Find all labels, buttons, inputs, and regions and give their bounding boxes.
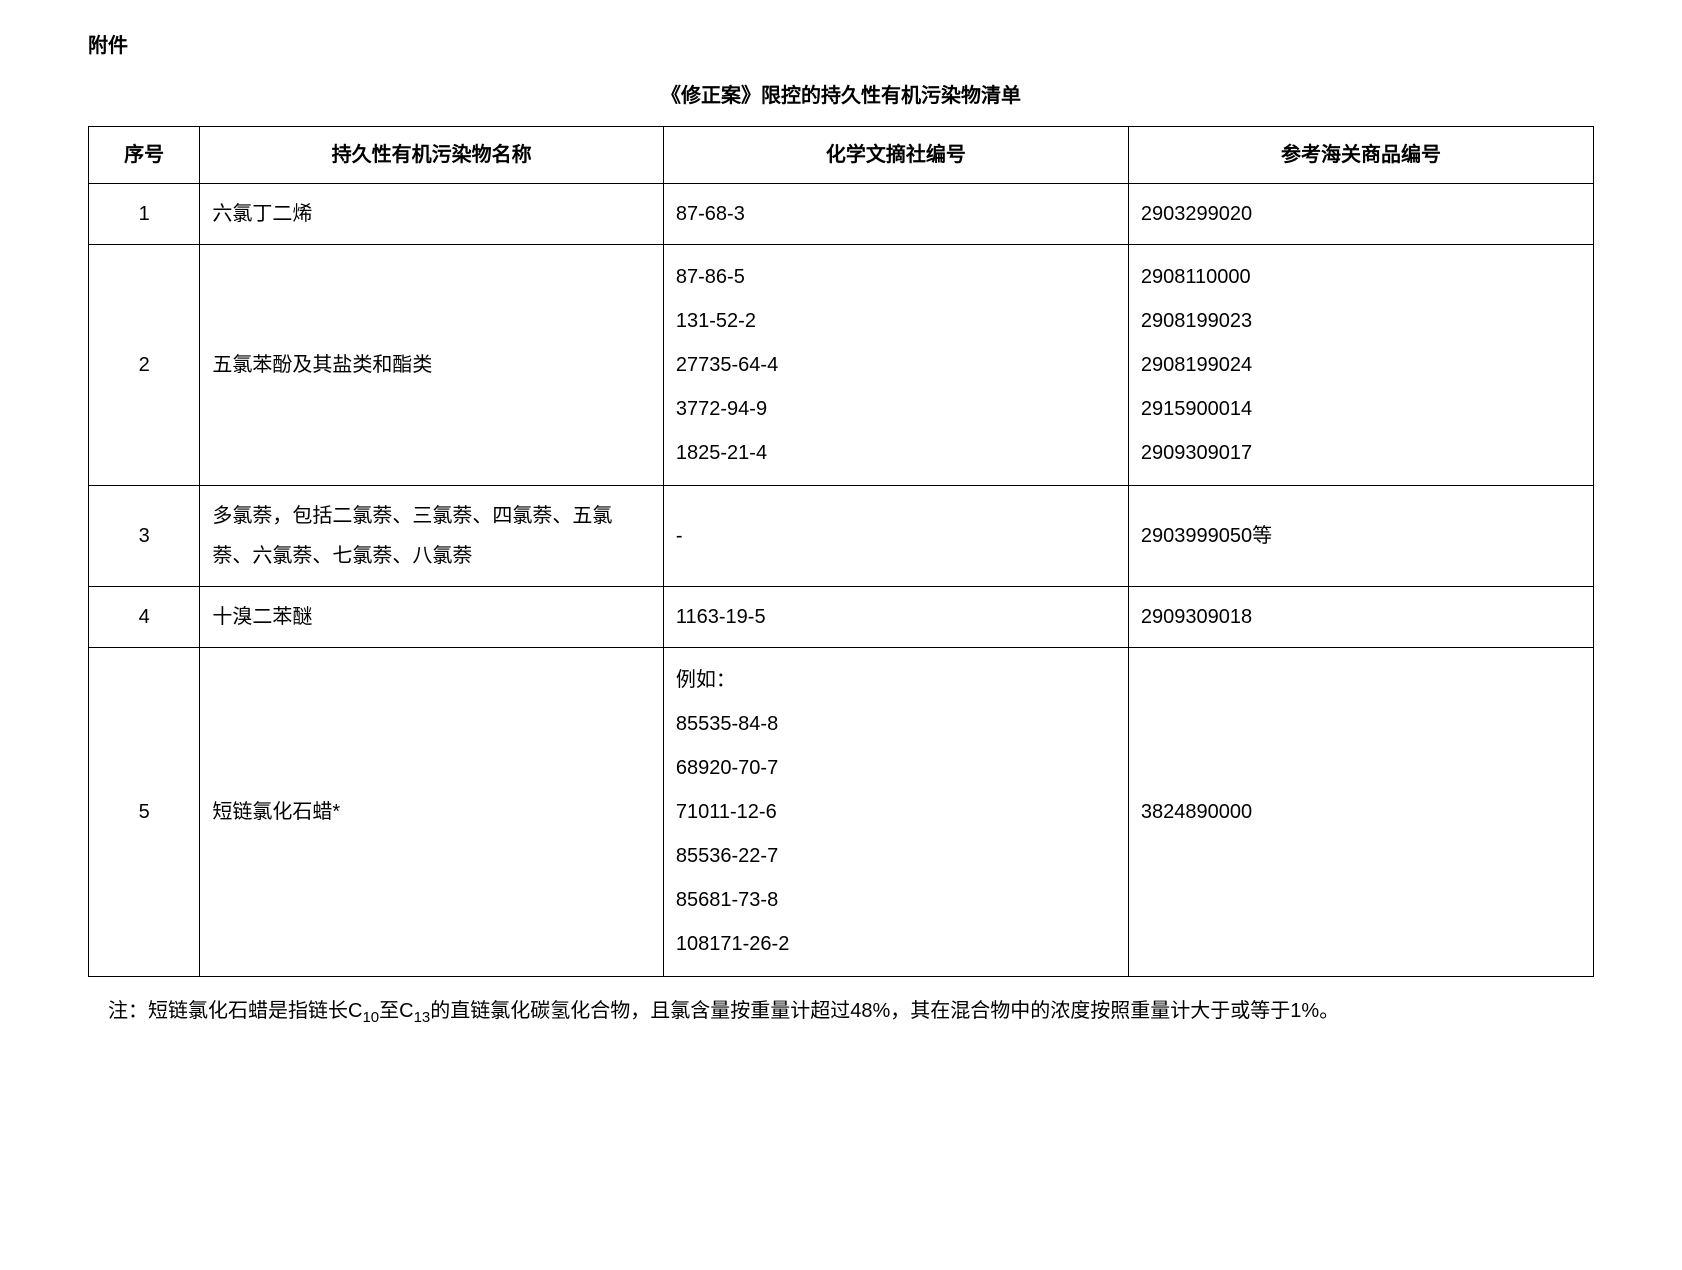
attachment-label: 附件 <box>88 30 1594 62</box>
hs-value: 2903999050等 <box>1141 520 1581 552</box>
footnote-sub2: 13 <box>414 1009 431 1026</box>
cell-cas: 87-86-5131-52-227735-64-43772-94-91825-2… <box>663 245 1128 486</box>
hs-value: 3824890000 <box>1141 796 1581 828</box>
cas-value: 108171-26-2 <box>676 922 1116 966</box>
cell-name: 十溴二苯醚 <box>200 587 664 648</box>
cas-value: 87-86-5 <box>676 255 1116 299</box>
cas-value: 85536-22-7 <box>676 834 1116 878</box>
cell-index: 5 <box>89 648 200 977</box>
cell-name: 六氯丁二烯 <box>200 184 664 245</box>
cas-value: 1825-21-4 <box>676 431 1116 475</box>
cas-value: 例如： <box>676 658 1116 702</box>
footnote-mid1: 至C <box>379 1000 413 1022</box>
table-row: 3多氯萘，包括二氯萘、三氯萘、四氯萘、五氯萘、六氯萘、七氯萘、八氯萘-29039… <box>89 486 1594 587</box>
col-header-index: 序号 <box>89 127 200 184</box>
cas-value: 68920-70-7 <box>676 746 1116 790</box>
col-header-hs: 参考海关商品编号 <box>1128 127 1593 184</box>
cell-hs: 2903299020 <box>1128 184 1593 245</box>
cell-hs: 2908110000290819902329081990242915900014… <box>1128 245 1593 486</box>
cell-cas: 87-68-3 <box>663 184 1128 245</box>
footnote-sub1: 10 <box>362 1009 379 1026</box>
cas-value: 1163-19-5 <box>676 601 1116 633</box>
table-header-row: 序号 持久性有机污染物名称 化学文摘社编号 参考海关商品编号 <box>89 127 1594 184</box>
cell-hs: 3824890000 <box>1128 648 1593 977</box>
cas-value: 3772-94-9 <box>676 387 1116 431</box>
hs-value: 2908199024 <box>1141 343 1581 387</box>
hs-value: 2909309017 <box>1141 431 1581 475</box>
cas-value: 131-52-2 <box>676 299 1116 343</box>
footnote-prefix: 注：短链氯化石蜡是指链长C <box>108 1000 362 1022</box>
cell-index: 2 <box>89 245 200 486</box>
cell-hs: 2903999050等 <box>1128 486 1593 587</box>
cas-value: 71011-12-6 <box>676 790 1116 834</box>
hs-value: 2908199023 <box>1141 299 1581 343</box>
cell-index: 3 <box>89 486 200 587</box>
footnote-suffix: 的直链氯化碳氢化合物，且氯含量按重量计超过48%，其在混合物中的浓度按照重量计大… <box>430 1000 1339 1022</box>
col-header-name: 持久性有机污染物名称 <box>200 127 664 184</box>
cas-value: - <box>676 520 1116 552</box>
footnote: 注：短链氯化石蜡是指链长C10至C13的直链氯化碳氢化合物，且氯含量按重量计超过… <box>88 989 1594 1034</box>
document-title: 《修正案》限控的持久性有机污染物清单 <box>88 80 1594 112</box>
cell-name: 多氯萘，包括二氯萘、三氯萘、四氯萘、五氯萘、六氯萘、七氯萘、八氯萘 <box>200 486 664 587</box>
table-row: 2五氯苯酚及其盐类和酯类87-86-5131-52-227735-64-4377… <box>89 245 1594 486</box>
table-row: 4十溴二苯醚 1163-19-5 2909309018 <box>89 587 1594 648</box>
cell-hs: 2909309018 <box>1128 587 1593 648</box>
pop-list-table: 序号 持久性有机污染物名称 化学文摘社编号 参考海关商品编号 1六氯丁二烯87-… <box>88 126 1594 977</box>
cell-name: 五氯苯酚及其盐类和酯类 <box>200 245 664 486</box>
hs-value: 2915900014 <box>1141 387 1581 431</box>
col-header-cas: 化学文摘社编号 <box>663 127 1128 184</box>
hs-value: 2909309018 <box>1141 601 1581 633</box>
cas-value: 27735-64-4 <box>676 343 1116 387</box>
cell-cas: 1163-19-5 <box>663 587 1128 648</box>
table-row: 1六氯丁二烯 87-68-3 2903299020 <box>89 184 1594 245</box>
cas-value: 85535-84-8 <box>676 702 1116 746</box>
cas-value: 85681-73-8 <box>676 878 1116 922</box>
cell-index: 1 <box>89 184 200 245</box>
cell-index: 4 <box>89 587 200 648</box>
hs-value: 2908110000 <box>1141 255 1581 299</box>
cas-value: 87-68-3 <box>676 198 1116 230</box>
cell-cas: 例如：85535-84-868920-70-771011-12-685536-2… <box>663 648 1128 977</box>
hs-value: 2903299020 <box>1141 198 1581 230</box>
table-row: 5短链氯化石蜡*例如：85535-84-868920-70-771011-12-… <box>89 648 1594 977</box>
cell-name: 短链氯化石蜡* <box>200 648 664 977</box>
table-body: 1六氯丁二烯87-68-329032990202五氯苯酚及其盐类和酯类87-86… <box>89 184 1594 977</box>
cell-cas: - <box>663 486 1128 587</box>
